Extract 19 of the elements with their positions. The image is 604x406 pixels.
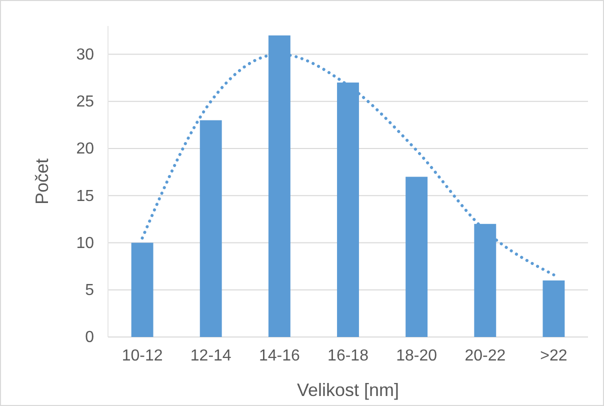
bar xyxy=(406,176,428,337)
x-tick-label: 12-14 xyxy=(190,347,232,364)
y-tick-label: 25 xyxy=(76,94,94,111)
y-tick-label: 20 xyxy=(76,140,94,158)
y-axis-title: Počet xyxy=(32,158,52,205)
y-tick-label: 15 xyxy=(76,188,94,205)
x-tick-label: 16-18 xyxy=(328,347,369,364)
bar xyxy=(131,242,154,337)
y-tick-label: 5 xyxy=(85,282,94,299)
x-tick-label: >22 xyxy=(540,347,568,364)
y-tick-label: 10 xyxy=(76,234,94,252)
x-axis-title: Velikost [nm] xyxy=(296,380,400,400)
y-tick-label: 30 xyxy=(76,46,94,64)
bar xyxy=(542,280,565,337)
y-tick-label: 0 xyxy=(85,329,94,346)
x-tick-label: 20-22 xyxy=(464,347,506,364)
x-tick-label: 18-20 xyxy=(396,347,438,364)
x-tick-label: 10-12 xyxy=(122,347,163,364)
x-tick-label: 14-16 xyxy=(258,347,300,364)
